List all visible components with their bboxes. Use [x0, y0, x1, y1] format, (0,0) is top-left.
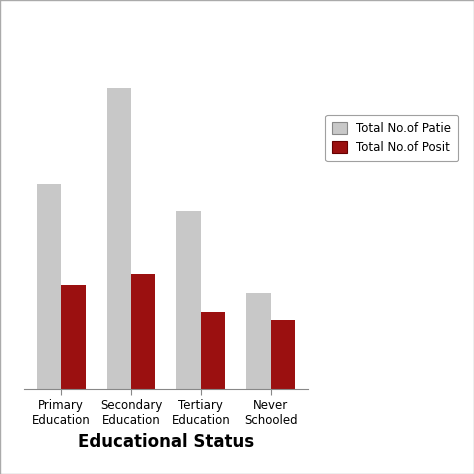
Bar	[61, 285, 85, 389]
Bar	[271, 320, 295, 389]
Legend: Total No.of Patie, Total No.of Posit: Total No.of Patie, Total No.of Posit	[325, 115, 458, 161]
Bar	[201, 312, 225, 389]
Bar	[107, 88, 131, 389]
Bar	[131, 274, 155, 389]
X-axis label: Educational Status: Educational Status	[78, 433, 254, 451]
Bar	[246, 293, 271, 389]
Bar	[36, 184, 61, 389]
Bar	[176, 211, 201, 389]
